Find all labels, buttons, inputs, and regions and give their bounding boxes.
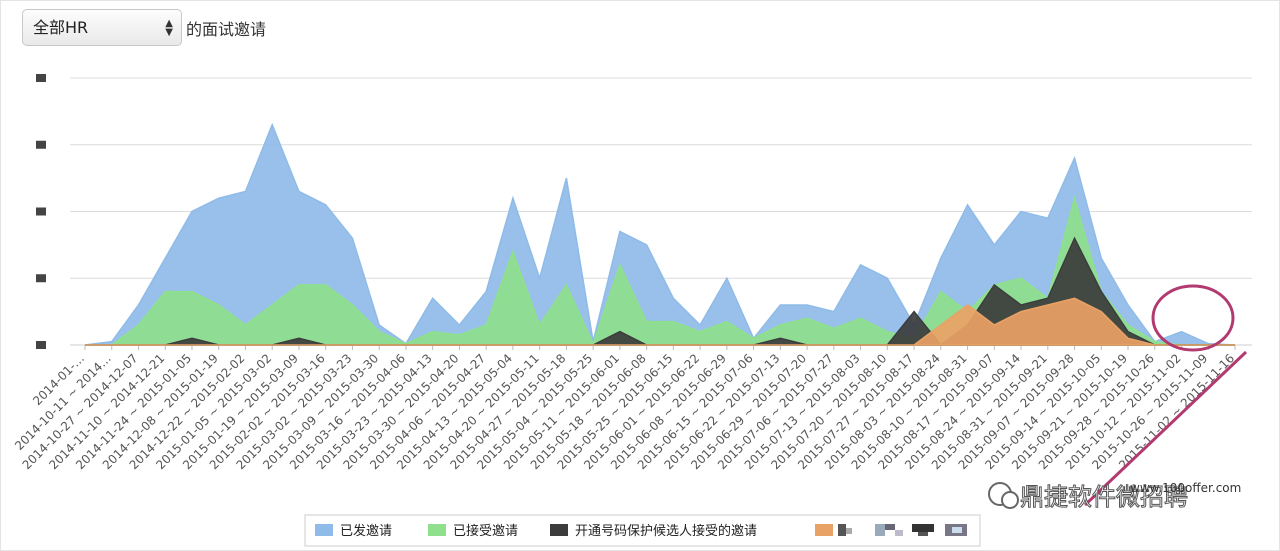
legend-swatch — [550, 524, 568, 536]
area — [84, 122, 1236, 346]
watermark: 鼎捷软件微招聘 www.100offer.com — [988, 481, 1241, 512]
y-tick-redacted — [36, 140, 46, 149]
area — [85, 297, 1235, 346]
legend-label: 已发邀请 — [340, 523, 392, 539]
select-arrows: ▲ ▼ — [165, 18, 173, 38]
legend-box — [304, 514, 981, 547]
y-tick-redacted — [36, 207, 46, 216]
highlight-line — [1083, 350, 1248, 507]
highlight-circle — [1151, 284, 1235, 352]
header-label: 的面试邀请 — [186, 20, 267, 39]
wechat-icon — [1001, 491, 1019, 509]
watermark-brand: 鼎捷软件微招聘 — [1020, 483, 1188, 511]
redacted-legend — [838, 524, 967, 536]
y-tick-redacted — [36, 341, 46, 349]
legend-label: 开通号码保护候选人接受的邀请 — [575, 523, 757, 539]
hr-select[interactable]: 全部HR ▲ ▼ — [22, 9, 182, 46]
area — [85, 195, 1235, 346]
watermark-url: www.100offer.com — [1130, 481, 1241, 495]
plot: 2014-01-…2014-10-11 ~ 2014…2014-10-27 ~ … — [12, 74, 1252, 472]
y-tick-redacted — [36, 74, 46, 82]
legend-swatch — [428, 524, 446, 536]
legend-label: 已接受邀请 — [453, 523, 518, 539]
select-value: 全部HR — [33, 18, 89, 37]
legend: 已发邀请 已接受邀请 开通号码保护候选人接受的邀请 — [315, 523, 833, 539]
legend-swatch — [815, 524, 833, 536]
y-tick-redacted — [36, 274, 46, 283]
legend-swatch — [315, 524, 333, 536]
